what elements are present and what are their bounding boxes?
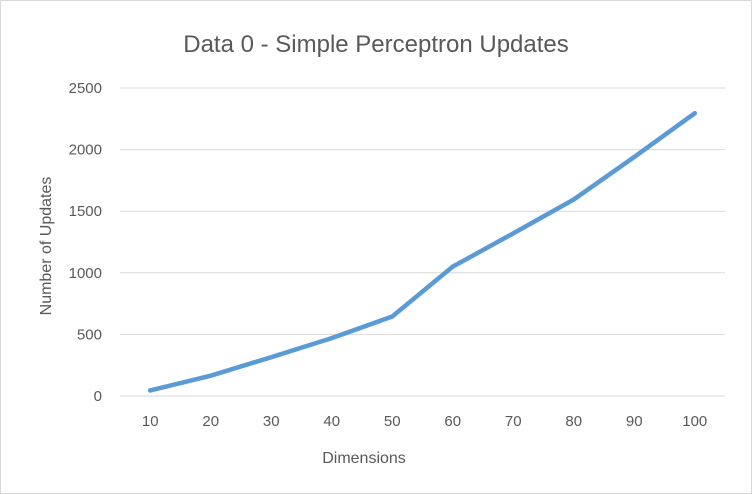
x-tick-label: 20 [202, 413, 219, 430]
series-line [148, 111, 697, 393]
data-point [511, 231, 516, 236]
x-axis-ticks: 10 20 30 40 50 60 70 80 90 100 [142, 413, 707, 430]
series-layer [148, 111, 697, 393]
x-axis-title: Dimensions [322, 450, 406, 467]
y-tick-label: 1000 [69, 265, 102, 282]
data-point [148, 388, 153, 393]
y-tick-label: 2000 [69, 142, 102, 159]
y-tick-label: 1500 [69, 203, 102, 220]
x-tick-label: 50 [384, 413, 401, 430]
data-point [269, 354, 274, 360]
chart-title: Data 0 - Simple Perceptron Updates [183, 31, 569, 58]
data-point [390, 314, 395, 319]
data-point [571, 197, 576, 202]
y-tick-label: 500 [77, 326, 102, 343]
x-tick-label: 30 [263, 413, 280, 430]
data-point [208, 373, 213, 378]
y-tick-label: 2500 [69, 80, 102, 97]
x-tick-label: 10 [142, 413, 159, 430]
x-tick-label: 60 [444, 413, 461, 430]
gridlines [120, 87, 725, 397]
data-point [329, 335, 334, 341]
x-tick-label: 90 [626, 413, 643, 430]
y-tick-label: 0 [94, 388, 102, 405]
y-axis-title: Number of Updates [38, 177, 55, 316]
x-tick-label: 70 [505, 413, 522, 430]
x-tick-label: 80 [565, 413, 582, 430]
x-tick-label: 100 [682, 413, 707, 430]
data-point [450, 264, 455, 269]
data-point [692, 111, 697, 116]
data-point [632, 154, 637, 160]
y-axis-ticks: 0 500 1000 1500 2000 2500 [69, 80, 102, 405]
x-tick-label: 40 [323, 413, 340, 430]
